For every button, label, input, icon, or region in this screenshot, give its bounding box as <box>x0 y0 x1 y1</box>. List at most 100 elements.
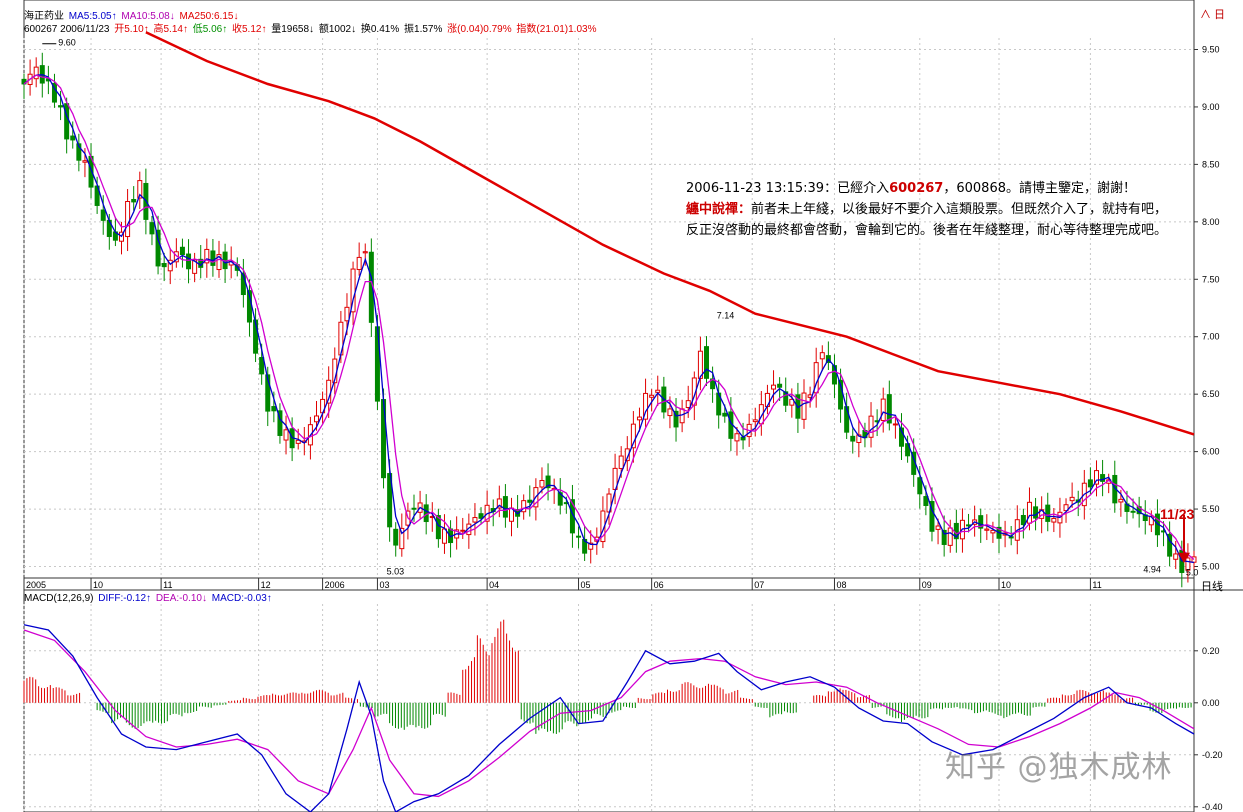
candle-body <box>819 352 825 360</box>
candle-body <box>679 408 685 424</box>
chart-header-line1: 海正药业 MA5:5.05↑ MA10:5.08↓ MA250:6.15↓ <box>24 11 240 22</box>
candle-body <box>186 253 192 270</box>
macd-value: MACD:-0.03↑ <box>211 593 272 604</box>
candle-body <box>771 384 777 390</box>
candle-body <box>643 392 649 420</box>
candle-body <box>271 406 277 412</box>
candle-body <box>1100 474 1106 482</box>
candle-body <box>734 433 740 442</box>
low3-price-label: 5.0 <box>1186 568 1199 578</box>
ma5-value: MA5:5.05↑ <box>68 11 117 22</box>
ma10-line <box>23 74 1195 560</box>
candle-body <box>192 259 198 274</box>
candle-body <box>917 477 923 495</box>
candle-body <box>393 528 399 546</box>
date-tick-label: 2006 <box>325 580 345 590</box>
candle-body <box>1063 504 1069 512</box>
candle-body <box>545 475 551 489</box>
candle-body <box>1118 498 1124 503</box>
candle-body <box>801 392 807 420</box>
stock-name: 海正药业 <box>24 11 64 22</box>
note-code1: 600267 <box>889 181 944 196</box>
date-tick-label: 2005 <box>26 580 46 590</box>
plot-frame <box>23 0 1195 812</box>
candle-body <box>941 529 947 545</box>
candle-body <box>636 416 642 421</box>
candle-body <box>630 423 636 449</box>
candle-body <box>929 501 935 532</box>
candle-body <box>131 198 137 203</box>
candle-body <box>527 499 533 503</box>
candle-body <box>923 496 929 506</box>
candle-body <box>1045 504 1051 522</box>
note-body: 前者未上年綫，以後最好不要介入這類股票。但既然介入了，就持有吧，反正沒啓動的最終… <box>686 202 1168 238</box>
candle-body <box>521 500 527 513</box>
high-price-label: 9.60 <box>58 38 76 48</box>
macd-tick-label: -0.20 <box>1202 750 1223 760</box>
candle-body <box>978 515 984 529</box>
candle-body <box>966 524 972 527</box>
low2-price-label: 4.94 <box>1143 564 1161 574</box>
price-tick-label: 9.50 <box>1202 44 1220 54</box>
date-tick-label: 07 <box>754 580 764 590</box>
candle-body <box>460 529 466 532</box>
candle-body <box>82 160 88 163</box>
candle-body <box>441 528 447 544</box>
candle-body <box>649 394 655 398</box>
period-label: 日线 <box>1201 581 1223 593</box>
candle-body <box>161 262 167 268</box>
comment-note: 2006-11-23 13:15:39：已經介入600267，600868。請博… <box>686 178 1176 241</box>
amount-value: 额1002↓ <box>318 24 357 35</box>
date-tick-label: 04 <box>489 580 499 590</box>
diff-line <box>23 624 1195 812</box>
price-tick-label: 5.50 <box>1202 504 1220 514</box>
candle-body <box>984 528 990 531</box>
candle-body <box>76 143 82 161</box>
candle-body <box>356 256 362 271</box>
candle-body <box>344 306 350 322</box>
ma250-line <box>145 31 1195 436</box>
date-tick-label: 11 <box>1092 580 1101 590</box>
candle-body <box>1185 557 1191 571</box>
candle-body <box>423 504 429 523</box>
candle-body <box>100 209 106 221</box>
macd-tick-label: 0.00 <box>1202 698 1220 708</box>
diff-value: DIFF:-0.12↑ <box>98 593 152 604</box>
candle-body <box>283 429 289 441</box>
candle-body <box>51 82 57 103</box>
dea-line <box>23 629 1195 798</box>
ma5-line <box>23 74 1195 564</box>
candle-body <box>783 391 789 406</box>
macd-name: MACD(12,26,9) <box>24 593 94 604</box>
note-author: 纏中說禪： <box>686 202 752 217</box>
candle-body <box>411 507 417 510</box>
candle-body <box>265 374 271 412</box>
candle-body <box>990 529 996 534</box>
candle-body <box>856 434 862 443</box>
ma10-value: MA10:5.08↓ <box>121 11 175 22</box>
candle-body <box>618 455 624 469</box>
amplitude-value: 振1.57% <box>404 24 443 35</box>
candle-body <box>1069 496 1075 502</box>
candle-body <box>1167 533 1173 557</box>
price-tick-label: 5.00 <box>1202 562 1220 572</box>
candle-body <box>1020 514 1026 526</box>
candle-body <box>204 248 210 264</box>
candle-body <box>33 66 39 80</box>
candle-body <box>362 251 368 254</box>
candle-body <box>472 517 478 523</box>
date-arrow-head <box>1178 552 1190 564</box>
price-tick-label: 7.50 <box>1202 274 1220 284</box>
candle-body <box>868 415 874 438</box>
chart-header-line2: 600267 2006/11/23 开5.10↑ 高5.14↑ 低5.06↑ 收… <box>24 24 598 35</box>
price-tick-label: 7.00 <box>1202 332 1220 342</box>
date-tick-label: 08 <box>836 580 846 590</box>
price-tick-label: 8.00 <box>1202 217 1220 227</box>
candle-body <box>777 383 783 388</box>
candle-body <box>149 222 155 235</box>
candle-body <box>478 513 484 519</box>
volume-value: 量19658↓ <box>271 24 315 35</box>
date-tick-label: 10 <box>1001 580 1011 590</box>
candle-body <box>295 439 301 444</box>
date-tick-label: 10 <box>93 580 103 590</box>
